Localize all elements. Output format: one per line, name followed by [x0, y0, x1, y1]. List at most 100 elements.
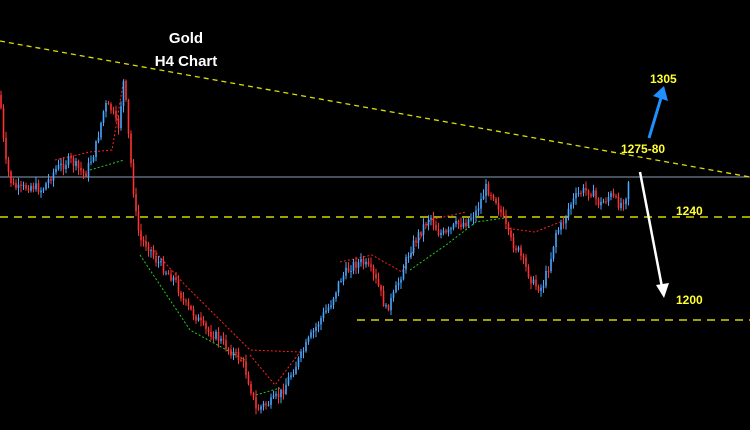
- candle-body: [287, 377, 290, 385]
- candle-body: [610, 193, 612, 197]
- candle-body: [237, 352, 240, 360]
- candle-body: [522, 255, 525, 258]
- candle-body: [552, 247, 555, 259]
- candle-body: [502, 212, 505, 216]
- candle-body: [102, 111, 105, 123]
- candle-body: [562, 222, 565, 224]
- candle-body: [135, 194, 137, 212]
- candle-body: [565, 216, 567, 224]
- candle-body: [487, 184, 490, 196]
- candle-body: [580, 193, 582, 194]
- candle-body: [495, 198, 497, 203]
- candle-body: [162, 261, 165, 274]
- candle-body: [512, 237, 515, 249]
- candle-body: [92, 157, 95, 162]
- candle-body: [485, 184, 487, 197]
- candle-body: [625, 199, 627, 205]
- candle-body: [240, 359, 242, 361]
- candle-body: [362, 259, 365, 265]
- candle-body: [230, 349, 232, 356]
- candle-body: [7, 159, 10, 172]
- candle-body: [255, 397, 257, 409]
- candle-body: [537, 286, 540, 291]
- candle-body: [407, 256, 410, 258]
- candle-body: [130, 133, 132, 164]
- candle-body: [435, 224, 437, 230]
- candle-body: [295, 366, 297, 374]
- candle-body: [437, 229, 440, 235]
- candle-body: [80, 167, 82, 171]
- candle-body: [340, 281, 342, 282]
- candle-body: [165, 272, 167, 274]
- candle-body: [505, 215, 507, 224]
- candle-body: [292, 373, 295, 376]
- candle-body: [10, 171, 12, 183]
- candle-body: [232, 351, 235, 356]
- candle-body: [440, 232, 442, 235]
- candle-body: [97, 137, 100, 142]
- candle-body: [205, 323, 207, 329]
- candle-body: [615, 196, 617, 198]
- candle-body: [37, 183, 40, 193]
- candle-body: [175, 277, 177, 280]
- candle-body: [122, 80, 125, 107]
- candle-body: [477, 208, 480, 211]
- candle-body: [177, 279, 180, 293]
- candle-body: [535, 279, 537, 287]
- candle-body: [517, 247, 520, 251]
- candle-body: [405, 257, 407, 270]
- candle-body: [270, 397, 272, 405]
- candle-body: [20, 184, 22, 186]
- candle-body: [332, 298, 335, 306]
- candle-body: [582, 188, 585, 193]
- candle-body: [530, 277, 532, 284]
- candle-body: [622, 203, 625, 205]
- candle-body: [265, 403, 267, 405]
- candle-body: [2, 107, 5, 138]
- candle-body: [462, 222, 465, 227]
- candle-body: [60, 163, 62, 165]
- candle-body: [272, 395, 275, 398]
- pattern-line: [89, 159, 125, 171]
- candle-body: [467, 219, 470, 227]
- candle-body: [515, 248, 517, 251]
- candle-body: [57, 165, 60, 169]
- candle-body: [377, 278, 380, 286]
- candle-body: [510, 230, 512, 238]
- candle-body: [452, 224, 455, 229]
- candle-body: [137, 211, 140, 231]
- candle-body: [605, 201, 607, 203]
- pattern-line: [249, 351, 301, 386]
- candle-body: [450, 228, 452, 230]
- candle-body: [257, 408, 260, 410]
- candle-body: [317, 324, 320, 327]
- annotation-1240: 1240: [676, 204, 703, 218]
- candle-body: [305, 341, 307, 352]
- candle-body: [35, 183, 37, 190]
- candle-body: [327, 307, 330, 311]
- candle-body: [105, 103, 107, 112]
- candle-body: [132, 163, 135, 194]
- candle-body: [190, 306, 192, 310]
- candle-body: [410, 252, 412, 257]
- candle-body: [595, 190, 597, 199]
- chart-title: Gold: [169, 30, 203, 47]
- chart-subtitle: H4 Chart: [155, 53, 218, 70]
- candle-body: [402, 269, 405, 280]
- candle-body: [185, 300, 187, 302]
- candle-body: [525, 257, 527, 267]
- candle-body: [315, 326, 317, 331]
- candle-body: [167, 272, 170, 274]
- candle-body: [155, 255, 157, 263]
- candle-body: [15, 183, 17, 189]
- candle-body: [307, 337, 310, 342]
- arrow-down-1200: [638, 171, 669, 298]
- candle-body: [412, 240, 415, 253]
- candle-body: [247, 375, 250, 384]
- candle-body: [207, 329, 210, 332]
- candle-body: [25, 185, 27, 189]
- candle-body: [302, 351, 305, 353]
- candle-body: [87, 162, 90, 177]
- candle-body: [47, 179, 50, 184]
- candle-body: [520, 247, 522, 256]
